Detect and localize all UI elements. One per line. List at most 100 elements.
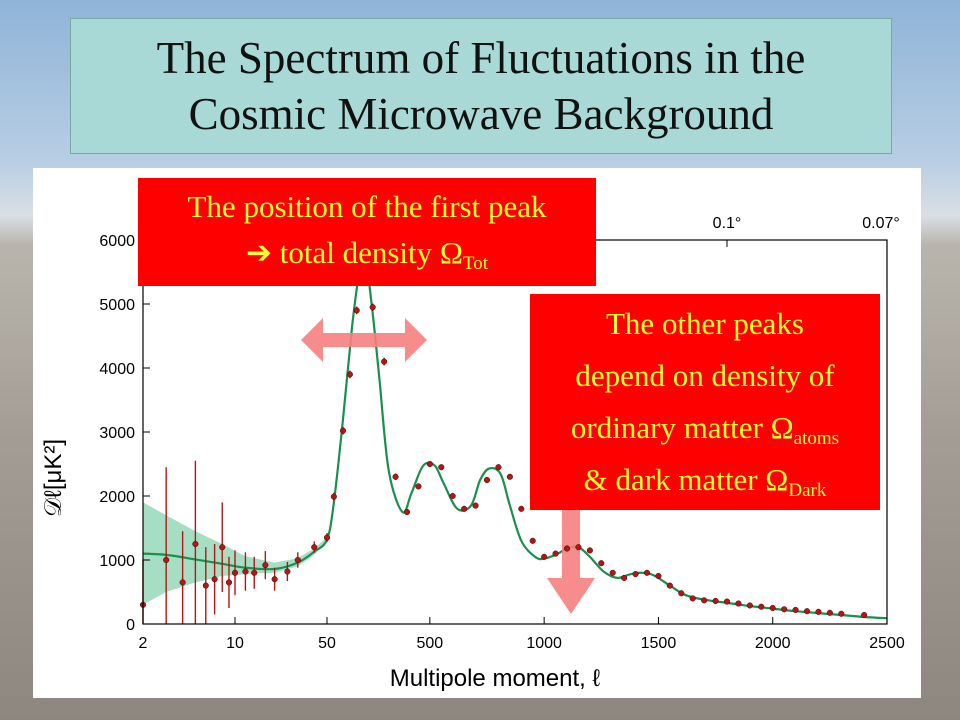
data-point (598, 560, 605, 567)
x-tick-label: 500 (417, 635, 444, 652)
data-marker (655, 572, 662, 580)
data-marker (769, 604, 776, 612)
data-marker (381, 358, 388, 365)
data-point (231, 550, 239, 596)
data-marker (506, 473, 513, 480)
data-point (284, 561, 291, 582)
data-point (712, 597, 719, 605)
data-point (506, 473, 513, 480)
data-marker (495, 464, 502, 471)
data-marker (323, 534, 331, 541)
other-peaks-callout-line-4: & dark matter ΩDark (583, 462, 827, 501)
data-marker (251, 569, 258, 576)
data-marker (518, 505, 525, 512)
data-point (449, 492, 456, 500)
data-marker (346, 371, 353, 378)
x-tick-label: 2 (139, 635, 148, 652)
data-marker (242, 568, 249, 575)
first-peak-callout-line-2: ➔ total density ΩTot (246, 235, 488, 274)
data-point (192, 460, 199, 624)
x-tick-label: 1000 (526, 635, 562, 652)
data-marker (815, 608, 822, 615)
data-marker (294, 556, 301, 564)
data-marker (353, 307, 360, 314)
data-marker (838, 610, 845, 617)
double-arrow-icon (301, 318, 427, 362)
data-point (643, 569, 651, 576)
data-point (861, 611, 868, 619)
data-point (426, 460, 433, 468)
data-marker (262, 562, 269, 569)
data-point (609, 569, 616, 576)
data-point (311, 541, 318, 553)
down-arrow-icon (547, 508, 595, 614)
data-marker (438, 464, 445, 471)
first-peak-callout-line-1: The position of the first peak (187, 189, 547, 224)
data-point (678, 590, 685, 597)
data-marker (330, 493, 337, 500)
data-marker (746, 602, 753, 609)
data-point (575, 544, 582, 551)
x-tick-label: 50 (318, 635, 336, 652)
data-point (330, 492, 337, 501)
data-point (346, 370, 353, 379)
tick-labels: 0 1000 2000 3000 4000 5000 6000 2 10 50 500 1000 150… (99, 215, 904, 652)
data-marker (552, 550, 559, 557)
data-point (495, 464, 502, 471)
data-point (392, 473, 399, 480)
data-point (262, 551, 269, 580)
data-point (769, 604, 776, 612)
data-point (815, 608, 822, 615)
data-point (353, 306, 360, 315)
y-tick-label: 0 (126, 617, 135, 634)
data-point (518, 505, 525, 512)
data-marker (271, 576, 278, 583)
y-axis-label: 𝒟ℓ[μK²] (40, 439, 67, 517)
data-marker (826, 609, 833, 616)
data-marker (202, 582, 209, 589)
x-axis-label: Multipole moment, ℓ (390, 665, 601, 692)
x-tick-label: 2000 (755, 635, 791, 652)
slide-title-line-1: The Spectrum of Fluctuations in the (156, 33, 806, 83)
data-marker (666, 582, 673, 589)
data-marker (689, 595, 696, 602)
data-point (483, 476, 491, 484)
x-tick-label: 2500 (869, 635, 905, 652)
data-point (294, 552, 301, 568)
data-marker (781, 606, 788, 613)
data-point (621, 574, 628, 581)
data-marker (392, 473, 399, 480)
data-marker (231, 569, 239, 576)
data-point (251, 556, 258, 589)
data-point (541, 553, 548, 560)
data-point (655, 572, 662, 580)
data-marker (529, 537, 536, 544)
data-point (202, 547, 209, 624)
y-tick-label: 2000 (99, 489, 135, 506)
data-point (552, 550, 559, 557)
data-marker (369, 304, 376, 311)
data-point (689, 595, 696, 602)
data-marker (449, 492, 456, 500)
top-tick-label: 0.1° (713, 215, 742, 232)
x-tick-label: 1500 (641, 635, 677, 652)
data-point (381, 357, 388, 366)
data-marker (632, 571, 639, 578)
data-marker (701, 597, 708, 604)
data-point (735, 600, 742, 607)
y-tick-label: 5000 (99, 297, 135, 314)
data-marker (461, 505, 468, 512)
data-marker (415, 483, 422, 490)
data-point (781, 606, 788, 613)
data-marker (179, 579, 186, 586)
data-marker (586, 547, 593, 554)
data-marker (284, 568, 291, 575)
data-point (339, 426, 347, 435)
slide-title-line-2: Cosmic Microwave Background (188, 89, 774, 139)
data-point (723, 598, 731, 605)
other-peaks-callout-line-2: depend on density of (575, 358, 835, 393)
data-marker (563, 545, 571, 552)
data-marker (678, 590, 685, 597)
data-point (803, 608, 811, 615)
top-tick-label: 0.07° (862, 215, 900, 232)
